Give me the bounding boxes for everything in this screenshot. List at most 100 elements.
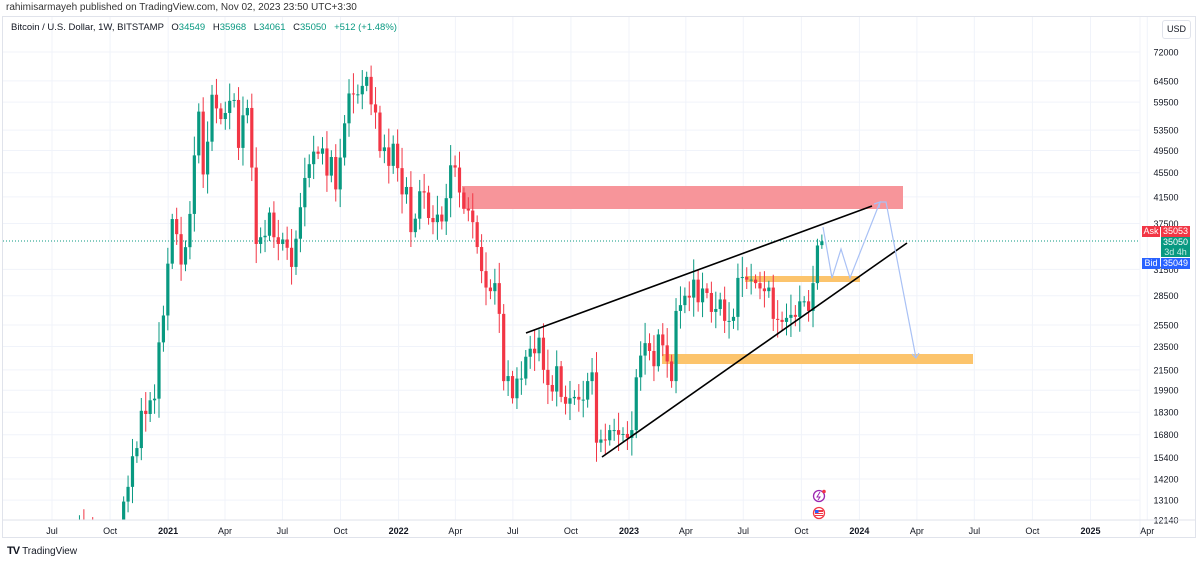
candle-body [161, 315, 166, 343]
time-tick-label: Apr [910, 526, 924, 536]
tradingview-logo[interactable]: TV TradingView [7, 545, 78, 557]
candle-body [745, 277, 749, 280]
candle-body [276, 237, 280, 244]
candle-body [537, 337, 541, 354]
price-tick-label: 25500 [1153, 320, 1178, 330]
candle-body [674, 310, 678, 382]
candle [471, 193, 475, 239]
currency-button[interactable]: USD [1162, 20, 1191, 39]
candle-body [413, 218, 417, 233]
low-value: 34061 [259, 22, 286, 33]
candle [811, 265, 815, 328]
candle-body [378, 112, 382, 152]
candle [656, 329, 660, 372]
candle-body [272, 212, 276, 238]
candle-body [192, 155, 196, 214]
time-tick-label: Jul [277, 526, 289, 536]
event-icons [812, 489, 826, 520]
candle [197, 103, 201, 164]
candle-body [183, 247, 188, 265]
candle [449, 145, 453, 218]
publisher-line: rahimisarmayeh published on TradingView.… [6, 2, 357, 13]
candle [731, 308, 736, 329]
candle [670, 354, 674, 388]
candle-body [440, 214, 444, 222]
arrowhead-icon [873, 201, 881, 209]
time-tick-label: 2024 [849, 526, 869, 536]
time-tick-label: Oct [1025, 526, 1040, 536]
candle [342, 115, 347, 166]
price-tick-label: 64500 [1153, 76, 1178, 86]
rising-wedge[interactable] [525, 205, 908, 458]
support-zone-lower[interactable] [662, 354, 973, 364]
support-zone-upper[interactable] [745, 276, 860, 282]
candle-body [815, 245, 820, 284]
candle [537, 329, 541, 362]
candle-body [723, 299, 727, 321]
candle-body [767, 287, 771, 292]
lightning-event-icon[interactable] [812, 489, 826, 503]
candle-body [740, 277, 744, 279]
candle-body [426, 192, 431, 219]
candle [740, 256, 744, 297]
candle [510, 370, 515, 404]
candle-body [334, 156, 338, 190]
candle [749, 263, 753, 295]
candle [378, 105, 382, 158]
candle-body [78, 527, 81, 529]
candle [325, 131, 329, 192]
price-tick-label: 15400 [1153, 453, 1178, 463]
candle [289, 229, 294, 285]
time-tick-label: Jul [46, 526, 58, 536]
candle-body [630, 430, 634, 438]
price-tick-label: 28500 [1153, 291, 1178, 301]
candle-body [219, 108, 223, 120]
candle [228, 83, 232, 130]
candle-body [621, 433, 625, 435]
candle [387, 128, 391, 184]
candle [753, 274, 758, 289]
candle-body [479, 247, 484, 272]
time-tick-label: Oct [103, 526, 118, 536]
symbol-title: Bitcoin / U.S. Dollar, 1W, BITSTAMP [11, 22, 164, 33]
candle [457, 151, 462, 208]
candle [320, 137, 325, 165]
candle-body [776, 318, 780, 320]
candle-body [166, 263, 170, 316]
candle-body [493, 283, 497, 292]
bid-label: Bid [1142, 258, 1160, 269]
candle-body [118, 537, 121, 538]
candle [267, 207, 272, 242]
time-tick-label: Jul [507, 526, 519, 536]
candle-body [157, 342, 161, 399]
candle-body [223, 112, 227, 120]
candle-body [113, 537, 116, 554]
candle [678, 286, 683, 329]
candle [528, 335, 532, 369]
candle-body [466, 208, 470, 211]
candle-body [718, 299, 722, 309]
candle [643, 322, 647, 375]
candle [639, 341, 643, 391]
candle-body [365, 76, 369, 86]
price-axis[interactable]: 72000 64500 59500 53500 49500 45500 41500 37500… [1153, 48, 1178, 526]
chart-frame [2, 16, 1196, 538]
candle [152, 384, 157, 414]
resistance-zone[interactable] [462, 186, 903, 209]
candle [798, 285, 802, 332]
candle-body [409, 186, 413, 233]
candle-body [714, 308, 718, 312]
candle [409, 171, 413, 247]
candle [369, 65, 373, 116]
projection-path[interactable] [822, 201, 920, 359]
candle-body [568, 398, 572, 404]
candle [236, 87, 241, 161]
time-tick-label: Jul [969, 526, 981, 536]
price-tick-label: 23500 [1153, 342, 1178, 352]
candle-body [771, 287, 775, 319]
candle [281, 232, 285, 251]
time-axis[interactable]: Jul Oct 2021 Apr Jul Oct 2022 Apr Jul Oct 2023 Apr J… [46, 526, 1154, 536]
last-price-tag: 35050 3d 4h [1161, 237, 1190, 257]
candle-body [369, 76, 373, 105]
